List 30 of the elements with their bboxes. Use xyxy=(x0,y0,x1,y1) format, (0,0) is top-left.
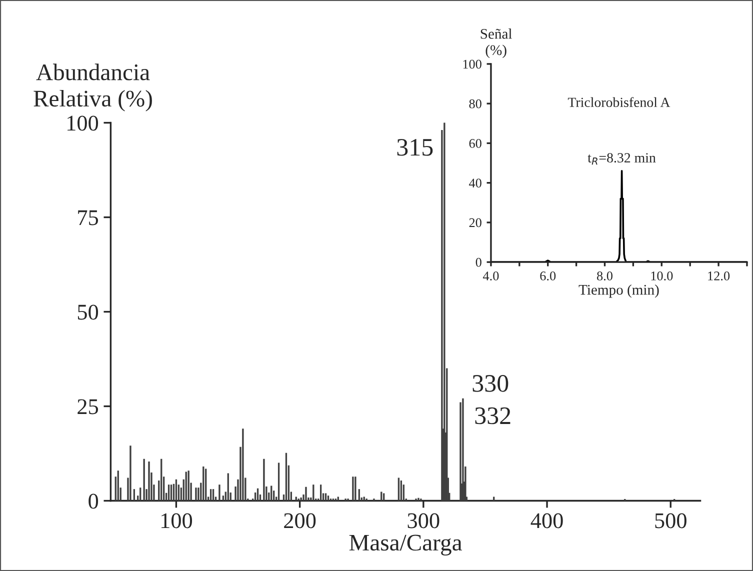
x-tick-label: 8.0 xyxy=(597,272,612,280)
y-tick-label: 75 xyxy=(78,210,98,226)
y-tick-label: 50 xyxy=(78,304,98,320)
y-tick-label: 100 xyxy=(68,116,98,131)
y-tick-label: 40 xyxy=(468,178,482,188)
x-axis-title: Masa/Carga xyxy=(349,534,462,556)
y-tick-label: 80 xyxy=(469,99,482,108)
annotation: 332 xyxy=(475,407,510,424)
x-axis-title: Tiempo (min) xyxy=(578,284,659,298)
y-tick-label: 0 xyxy=(88,494,98,509)
y-axis-title: Señal (%) xyxy=(480,28,512,58)
y-tick-label: 25 xyxy=(78,399,98,414)
x-tick-label: 100 xyxy=(161,513,192,528)
x-tick-label: 6.0 xyxy=(540,272,556,280)
text: Triclorobisfenol A xyxy=(568,97,670,108)
y-tick-label: 20 xyxy=(469,218,482,228)
x-tick-label: 300 xyxy=(408,513,440,528)
annotation: t$_{R}$=8.32 min xyxy=(588,153,656,165)
y-tick-label: 0 xyxy=(476,258,482,267)
x-tick-label: 200 xyxy=(284,513,316,528)
x-tick-label: 400 xyxy=(530,513,563,528)
x-tick-label: 4.0 xyxy=(482,272,499,280)
y-tick-label: 60 xyxy=(469,139,482,148)
x-tick-label: 10.0 xyxy=(651,272,673,280)
x-tick-label: 12.0 xyxy=(708,272,730,280)
y-tick-label: 100 xyxy=(463,60,482,69)
y-axis-title: Abundancia Relativa (%) xyxy=(34,64,152,112)
annotation: 330 xyxy=(472,374,508,392)
x-tick-label: 500 xyxy=(655,513,686,528)
annotation: 315 xyxy=(397,139,433,156)
